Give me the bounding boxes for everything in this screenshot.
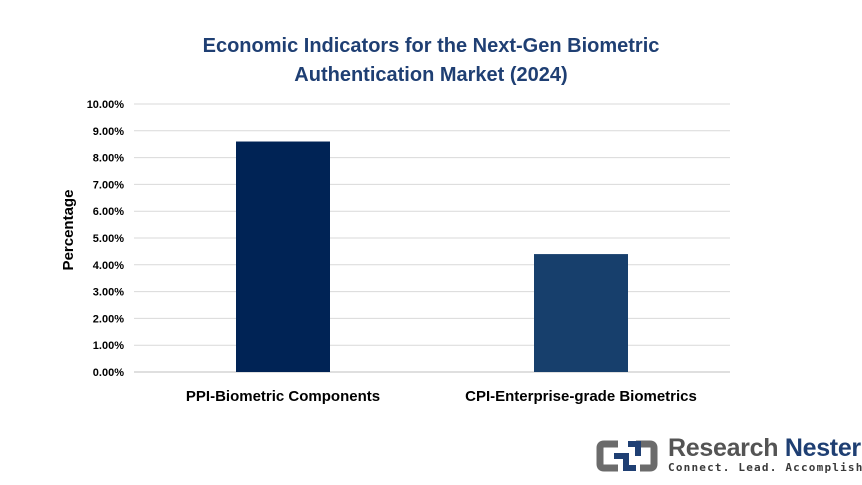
chart-title-line-2: Authentication Market (2024) [294, 64, 568, 86]
x-axis-tick-labels: PPI-Biometric Components CPI-Enterprise-g… [186, 388, 697, 405]
y-tick-label: 1.00% [93, 340, 124, 352]
y-axis-title: Percentage [60, 190, 77, 271]
bar [236, 141, 330, 372]
gridlines [134, 103, 730, 346]
y-tick-label: 7.00% [93, 179, 124, 191]
y-tick-label: 5.00% [93, 233, 124, 245]
logo-wordmark: Research Nester [668, 434, 861, 463]
bars [236, 141, 628, 372]
research-nester-logo-icon [596, 440, 658, 472]
chart-title-line-1: Economic Indicators for the Next-Gen Bio… [202, 35, 660, 57]
x-tick-label: CPI-Enterprise-grade Biometrics [465, 388, 697, 405]
logo-word-nester: Nester [784, 434, 861, 462]
y-tick-label: 10.00% [87, 99, 125, 111]
logo-tagline: Connect. Lead. Accomplish [668, 461, 862, 474]
logo-word-research: Research [668, 434, 779, 462]
y-tick-label: 3.00% [93, 287, 124, 299]
x-tick-label: PPI-Biometric Components [186, 388, 380, 405]
y-tick-label: 9.00% [93, 126, 124, 138]
y-axis-tick-labels: 0.00% 1.00% 2.00% 3.00% 4.00% 5.00% 6.00% 7.00%… [87, 99, 125, 379]
y-tick-label: 8.00% [93, 153, 124, 165]
research-nester-logo: Research Nester Connect. Lead. Accomplis… [596, 434, 862, 478]
y-tick-label: 2.00% [93, 313, 124, 325]
bar [534, 254, 628, 372]
y-tick-label: 4.00% [93, 260, 124, 272]
y-tick-label: 0.00% [93, 367, 124, 379]
y-tick-label: 6.00% [93, 206, 124, 218]
